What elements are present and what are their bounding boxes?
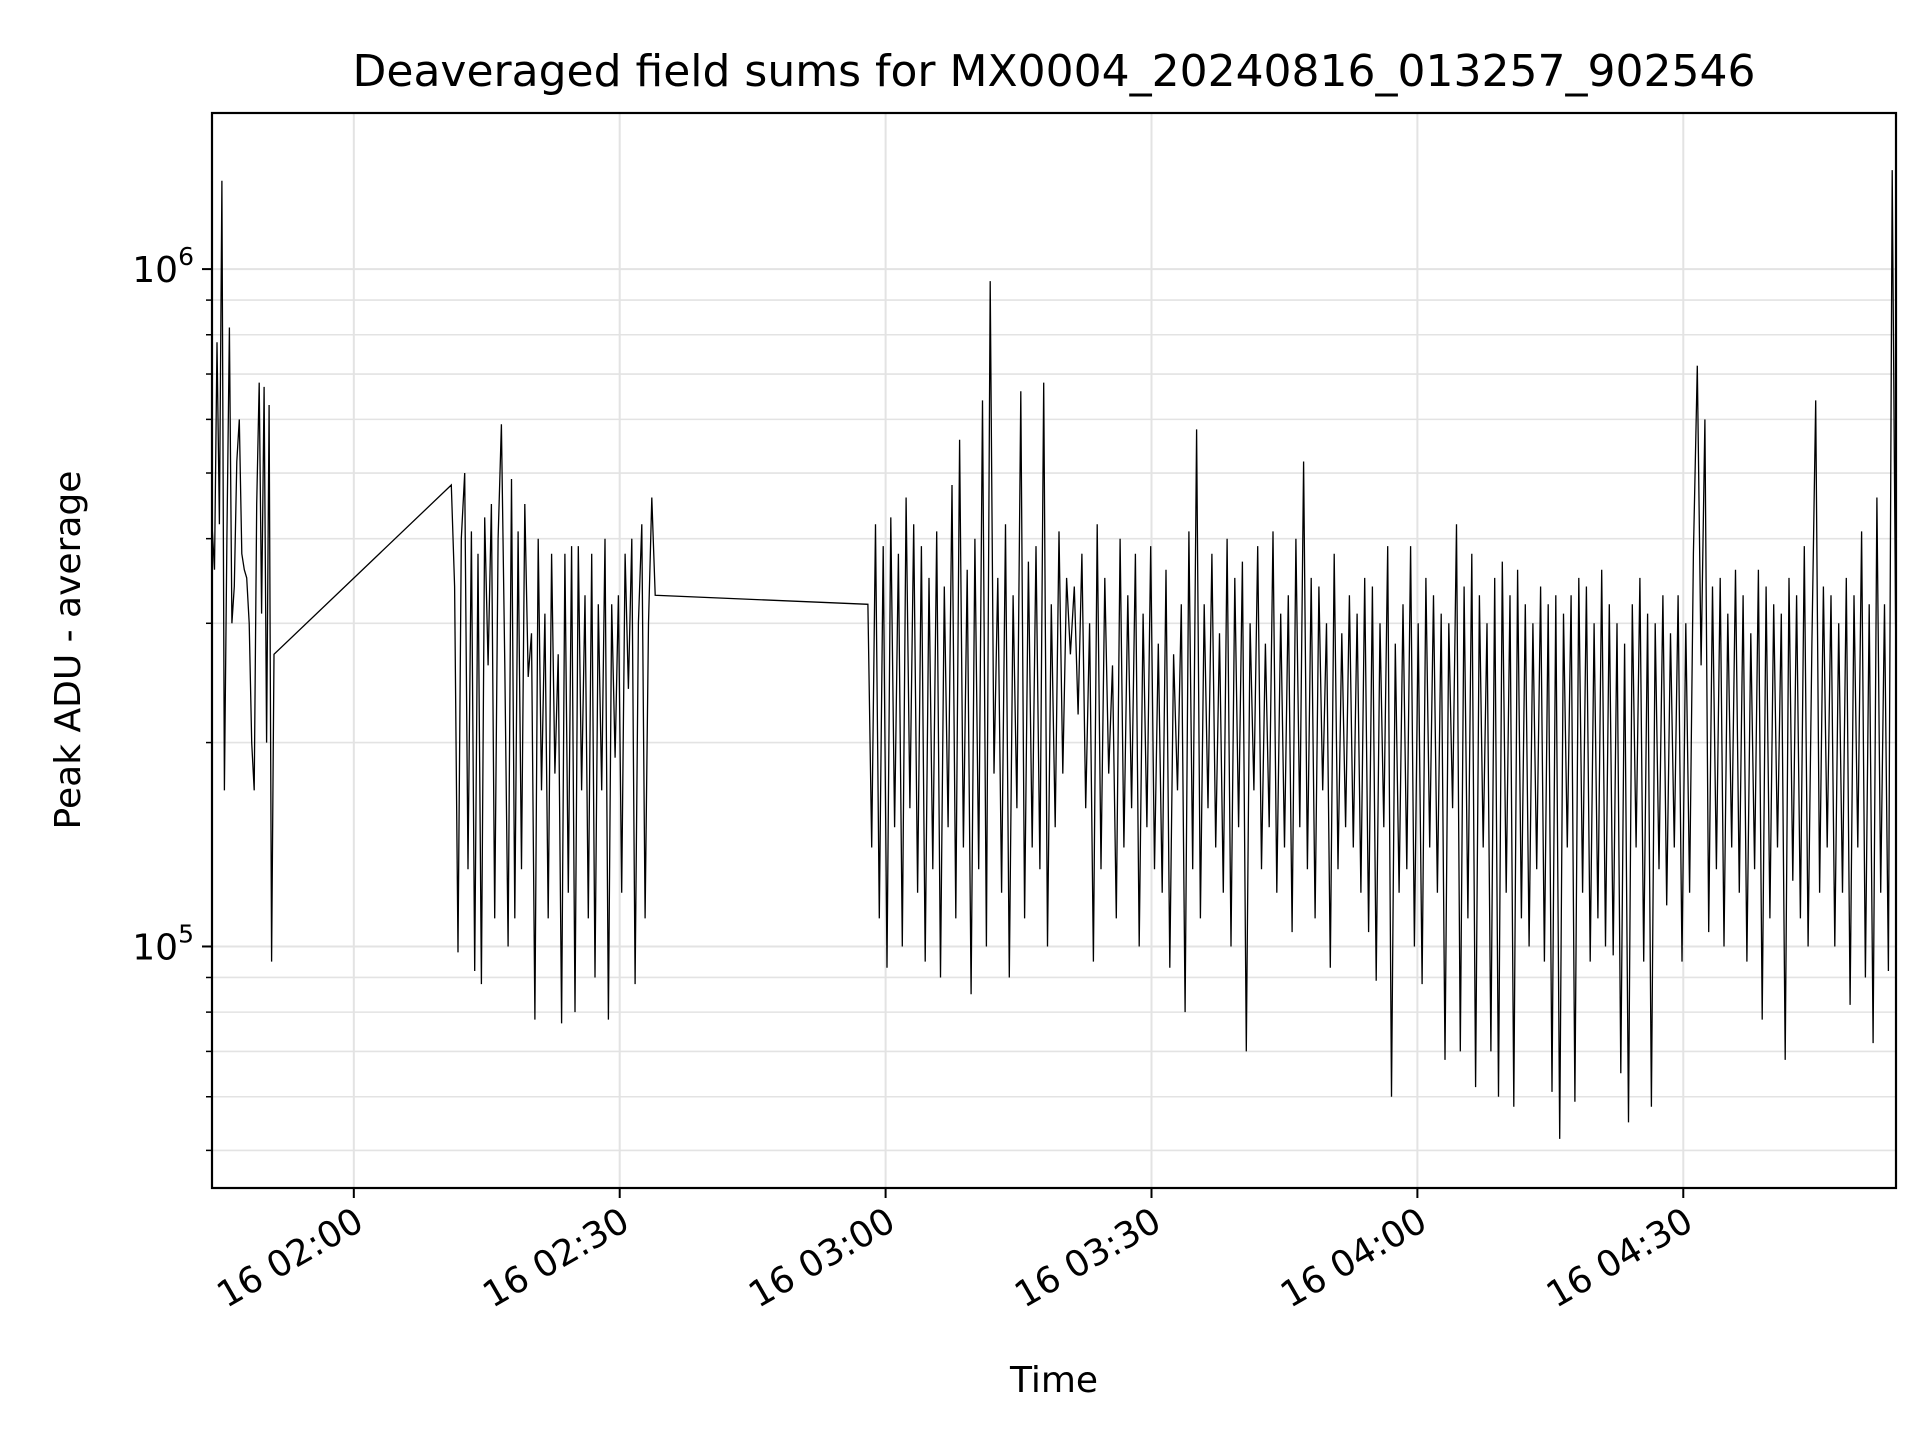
data-line-layer xyxy=(211,170,1897,1139)
plot-frame xyxy=(210,111,1898,1190)
x-axis-label: Time xyxy=(1009,1360,1098,1401)
y-tick-label: 105 xyxy=(132,919,194,968)
y-axis-label: Peak ADU - average xyxy=(48,471,89,830)
chart-title: Deaveraged field sums for MX0004_2024081… xyxy=(353,46,1756,97)
y-tick-label: 106 xyxy=(132,242,194,291)
peak-adu-series-line xyxy=(211,170,1897,1139)
